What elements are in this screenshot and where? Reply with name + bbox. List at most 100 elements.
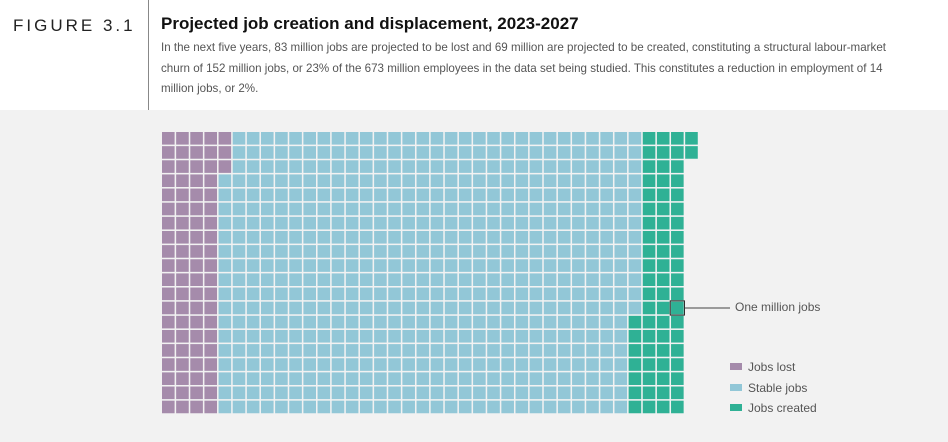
waffle-cell-jobs-lost bbox=[162, 287, 175, 301]
waffle-cell-stable-jobs bbox=[458, 315, 472, 329]
waffle-cell-jobs-created bbox=[656, 132, 670, 145]
waffle-cell-stable-jobs bbox=[416, 216, 430, 230]
waffle-cell-stable-jobs bbox=[501, 287, 514, 301]
waffle-cell-jobs-created bbox=[642, 400, 656, 414]
waffle-cell-stable-jobs bbox=[473, 301, 486, 315]
waffle-cell-jobs-lost bbox=[190, 287, 203, 301]
legend-label-jobs-created: Jobs created bbox=[748, 401, 817, 415]
waffle-cell-stable-jobs bbox=[289, 160, 302, 173]
waffle-cell-stable-jobs bbox=[572, 329, 585, 343]
waffle-cell-stable-jobs bbox=[628, 230, 642, 244]
waffle-cell-jobs-lost bbox=[204, 160, 218, 173]
waffle-cell-stable-jobs bbox=[557, 358, 571, 371]
waffle-cell-stable-jobs bbox=[614, 329, 628, 343]
waffle-cell-stable-jobs bbox=[402, 386, 415, 400]
waffle-cell-jobs-created bbox=[671, 230, 684, 244]
waffle-cell-stable-jobs bbox=[289, 230, 302, 244]
waffle-cell-stable-jobs bbox=[402, 344, 415, 357]
waffle-cell-stable-jobs bbox=[289, 245, 302, 258]
waffle-cell-stable-jobs bbox=[487, 400, 500, 414]
waffle-cell-stable-jobs bbox=[303, 188, 316, 202]
waffle-cell-stable-jobs bbox=[501, 329, 514, 343]
waffle-cell-stable-jobs bbox=[388, 400, 401, 414]
waffle-cell-jobs-created bbox=[671, 358, 684, 371]
waffle-cell-stable-jobs bbox=[600, 245, 613, 258]
waffle-cell-stable-jobs bbox=[543, 301, 557, 315]
waffle-cell-jobs-lost bbox=[190, 160, 203, 173]
waffle-cell-jobs-lost bbox=[190, 230, 203, 244]
waffle-cell-stable-jobs bbox=[289, 386, 302, 400]
waffle-cell-stable-jobs bbox=[586, 216, 599, 230]
waffle-cell-stable-jobs bbox=[557, 386, 571, 400]
waffle-cell-stable-jobs bbox=[289, 259, 302, 272]
waffle-cell-stable-jobs bbox=[218, 344, 232, 357]
waffle-cell-stable-jobs bbox=[444, 372, 458, 385]
waffle-cell-stable-jobs bbox=[345, 160, 359, 173]
waffle-cell-stable-jobs bbox=[543, 174, 557, 188]
waffle-cell-jobs-lost bbox=[204, 188, 218, 202]
waffle-cell-jobs-lost bbox=[190, 202, 203, 216]
waffle-cell-stable-jobs bbox=[473, 358, 486, 371]
waffle-cell-jobs-lost bbox=[204, 287, 218, 301]
waffle-cell-stable-jobs bbox=[614, 273, 628, 286]
waffle-cell-stable-jobs bbox=[501, 202, 514, 216]
waffle-cell-stable-jobs bbox=[388, 287, 401, 301]
waffle-cell-stable-jobs bbox=[260, 372, 274, 385]
waffle-cell-stable-jobs bbox=[374, 132, 387, 145]
waffle-cell-stable-jobs bbox=[487, 245, 500, 258]
waffle-cell-jobs-created bbox=[671, 372, 684, 385]
waffle-cell-jobs-lost bbox=[190, 174, 203, 188]
waffle-cell-stable-jobs bbox=[572, 132, 585, 145]
waffle-cell-stable-jobs bbox=[557, 132, 571, 145]
waffle-cell-stable-jobs bbox=[444, 230, 458, 244]
waffle-cell-stable-jobs bbox=[388, 358, 401, 371]
waffle-cell-jobs-lost bbox=[190, 301, 203, 315]
waffle-cell-stable-jobs bbox=[289, 315, 302, 329]
waffle-cell-stable-jobs bbox=[345, 132, 359, 145]
waffle-cell-stable-jobs bbox=[543, 358, 557, 371]
legend-swatch-stable-jobs bbox=[730, 383, 742, 391]
waffle-cell-stable-jobs bbox=[430, 400, 444, 414]
waffle-cell-stable-jobs bbox=[430, 259, 444, 272]
waffle-cell-jobs-lost bbox=[162, 230, 175, 244]
waffle-cell-stable-jobs bbox=[501, 400, 514, 414]
waffle-cell-stable-jobs bbox=[529, 301, 543, 315]
waffle-cell-jobs-lost bbox=[162, 216, 175, 230]
waffle-cell-stable-jobs bbox=[275, 188, 288, 202]
waffle-cell-stable-jobs bbox=[600, 146, 613, 159]
waffle-cell-stable-jobs bbox=[402, 273, 415, 286]
waffle-cell-stable-jobs bbox=[600, 358, 613, 371]
waffle-cell-jobs-lost bbox=[204, 358, 218, 371]
waffle-cell-stable-jobs bbox=[416, 132, 430, 145]
waffle-cell-stable-jobs bbox=[218, 400, 232, 414]
waffle-cell-jobs-lost bbox=[162, 202, 175, 216]
waffle-cell-stable-jobs bbox=[430, 358, 444, 371]
waffle-cell-stable-jobs bbox=[345, 174, 359, 188]
waffle-cell-stable-jobs bbox=[430, 273, 444, 286]
waffle-cell-stable-jobs bbox=[628, 160, 642, 173]
waffle-cell-stable-jobs bbox=[289, 301, 302, 315]
waffle-cell-jobs-lost bbox=[162, 301, 175, 315]
waffle-cell-stable-jobs bbox=[232, 132, 246, 145]
waffle-cell-stable-jobs bbox=[444, 344, 458, 357]
waffle-cell-stable-jobs bbox=[614, 216, 628, 230]
waffle-cell-stable-jobs bbox=[515, 358, 529, 371]
waffle-cell-stable-jobs bbox=[628, 245, 642, 258]
waffle-cell-stable-jobs bbox=[458, 146, 472, 159]
waffle-cell-jobs-lost bbox=[190, 400, 203, 414]
waffle-cell-stable-jobs bbox=[289, 216, 302, 230]
waffle-cell-stable-jobs bbox=[246, 202, 260, 216]
waffle-cell-stable-jobs bbox=[374, 174, 387, 188]
waffle-cell-stable-jobs bbox=[345, 301, 359, 315]
waffle-cell-stable-jobs bbox=[572, 315, 585, 329]
waffle-cell-stable-jobs bbox=[515, 160, 529, 173]
waffle-cell-jobs-created bbox=[671, 273, 684, 286]
waffle-cell-stable-jobs bbox=[529, 386, 543, 400]
waffle-cell-stable-jobs bbox=[402, 315, 415, 329]
waffle-cell-jobs-created bbox=[642, 329, 656, 343]
waffle-cell-stable-jobs bbox=[458, 372, 472, 385]
waffle-cell-stable-jobs bbox=[572, 386, 585, 400]
waffle-cell-stable-jobs bbox=[402, 329, 415, 343]
waffle-cell-jobs-created bbox=[642, 132, 656, 145]
waffle-cell-stable-jobs bbox=[557, 202, 571, 216]
